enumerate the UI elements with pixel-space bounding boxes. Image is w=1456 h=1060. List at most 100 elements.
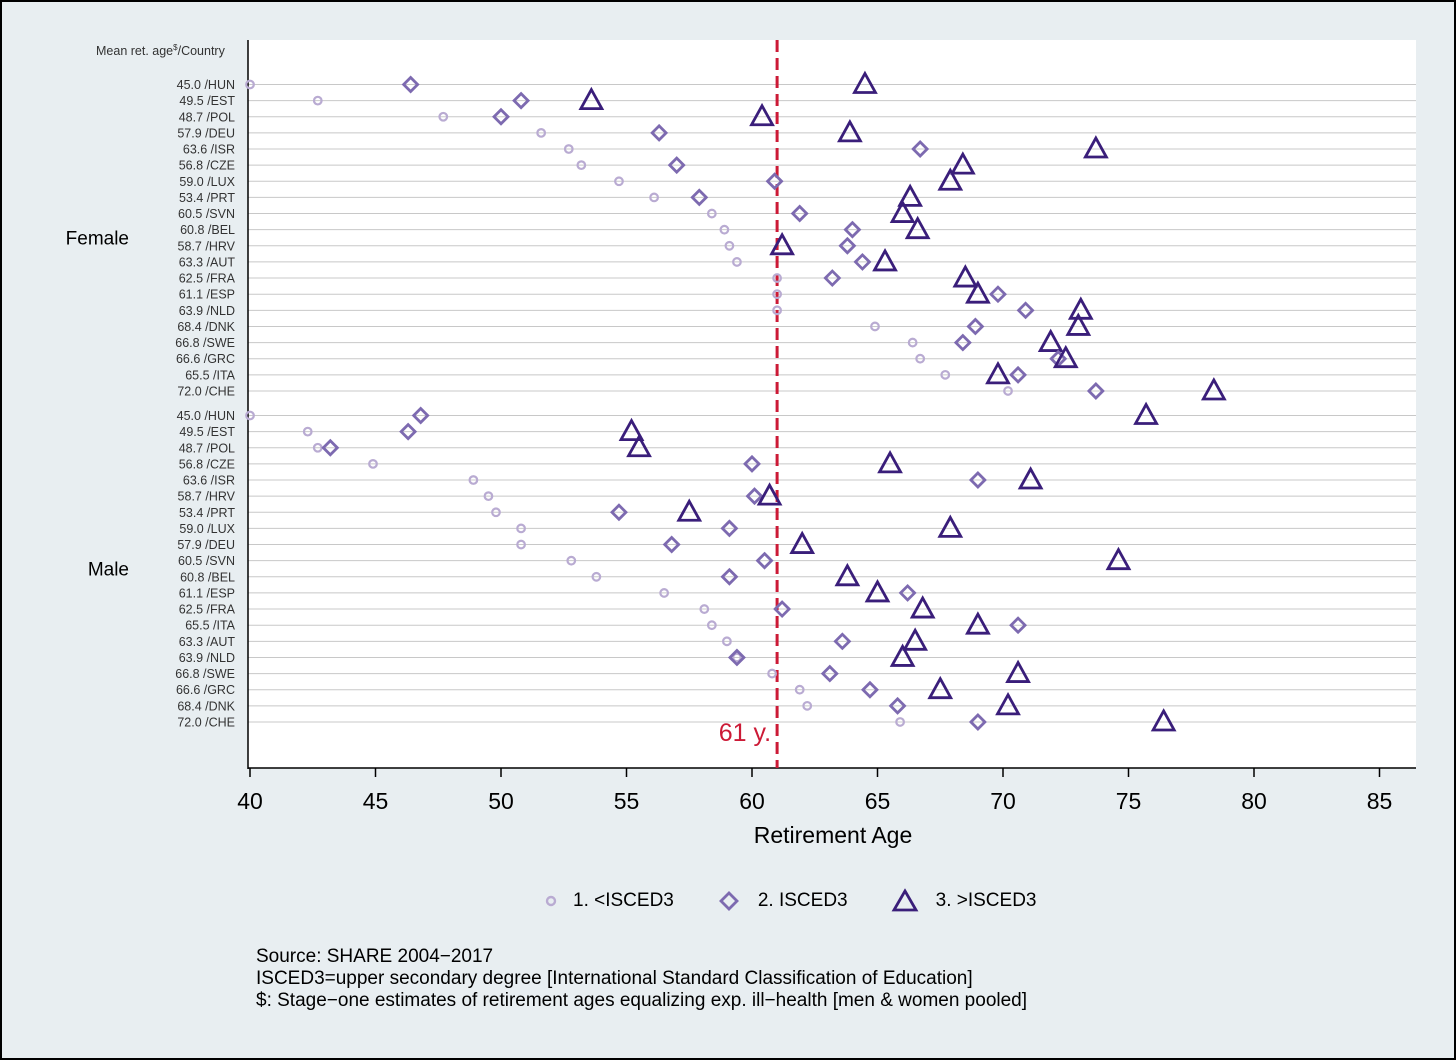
x-tick-label: 80	[1241, 788, 1267, 814]
point-isced-low-female	[706, 208, 717, 219]
point-isced-high-male	[789, 530, 816, 554]
point-isced-high-male	[877, 449, 903, 474]
point-isced-low-male	[483, 491, 494, 502]
row-label-male: 65.5 /ITA	[185, 619, 235, 633]
row-label-female: 57.9 /DEU	[177, 126, 235, 140]
note-isced: ISCED3=upper secondary degree [Internati…	[256, 968, 973, 989]
point-isced-mid-female	[843, 220, 862, 239]
legend-item-low: 1. <ISCED3	[535, 889, 674, 913]
row-label-female: 72.0 /CHE	[177, 384, 235, 398]
row-label-female: 49.5 /EST	[179, 94, 235, 108]
point-isced-low-female	[1003, 386, 1013, 396]
point-isced-high-male	[864, 579, 891, 603]
row-label-male: 68.4 /DNK	[177, 699, 235, 713]
legend-diamond-marker	[718, 891, 739, 911]
legend-label-high: 3. >ISCED3	[935, 890, 1037, 911]
point-isced-low-female	[907, 337, 918, 348]
point-isced-low-male	[245, 410, 255, 421]
point-isced-low-male	[767, 668, 777, 679]
point-isced-mid-female	[1016, 301, 1035, 320]
point-isced-mid-female	[765, 172, 784, 191]
point-isced-low-male	[516, 539, 526, 550]
point-isced-low-female	[772, 289, 782, 300]
point-isced-mid-male	[609, 503, 628, 522]
row-label-female: 62.5 /FRA	[179, 272, 236, 286]
x-tick-label: 45	[363, 788, 389, 814]
point-isced-high-female	[1037, 328, 1064, 352]
point-isced-high-male	[889, 643, 916, 667]
point-isced-low-female	[870, 321, 880, 332]
point-isced-high-female	[1052, 344, 1079, 369]
point-isced-high-male	[676, 498, 703, 522]
row-label-female: 59.0 /LUX	[179, 175, 235, 189]
row-label-female: 65.5 /ITA	[185, 368, 235, 382]
row-label-female: 58.7 /HRV	[178, 239, 236, 253]
row-label-female: 53.4 /PRT	[179, 191, 235, 205]
point-isced-high-female	[952, 264, 979, 288]
row-label-female: 66.8 /SWE	[175, 336, 235, 350]
row-label-male: 56.8 /CZE	[179, 457, 235, 471]
point-isced-high-female	[852, 70, 878, 94]
point-isced-high-male	[937, 514, 964, 538]
point-isced-low-male	[491, 507, 501, 518]
point-isced-mid-male	[755, 551, 774, 570]
axes: Mean ret. age$/Country Retirement Age 40…	[96, 40, 1416, 848]
y-axis-header-superscript: $	[173, 43, 178, 52]
data-points	[245, 70, 1227, 732]
x-tick-label: 60	[739, 788, 765, 814]
row-label-female: 66.6 /GRC	[176, 352, 235, 366]
point-isced-low-male	[794, 684, 805, 695]
point-isced-mid-female	[853, 252, 872, 271]
point-isced-high-female	[769, 231, 795, 256]
point-isced-high-female	[897, 183, 924, 207]
point-isced-mid-male	[1009, 616, 1028, 635]
point-isced-low-female	[772, 305, 782, 316]
point-isced-low-male	[368, 458, 378, 469]
legend: 1. <ISCED3 2. ISCED3 3. >ISCED3	[535, 886, 1076, 916]
row-label-male: 60.8 /BEL	[180, 570, 235, 584]
y-axis-header-suffix: /Country	[178, 44, 226, 58]
legend-circle-marker	[545, 895, 557, 907]
point-isced-mid-male	[720, 519, 739, 538]
note-source: Source: SHARE 2004−2017	[256, 946, 494, 967]
point-isced-high-male	[626, 433, 652, 458]
y-axis-header: Mean ret. age$/Country	[96, 43, 226, 58]
point-isced-low-male	[516, 523, 526, 534]
x-axis-title: Retirement Age	[754, 822, 913, 848]
point-isced-mid-male	[720, 567, 739, 586]
row-label-female: 48.7 /POL	[179, 110, 235, 124]
x-tick-label: 65	[865, 788, 891, 814]
y-axis-header-main: Mean ret. age	[96, 44, 173, 58]
row-labels: Female 45.0 /HUN 49.5 /EST 48.7 /POL 57.9 /D…	[66, 78, 236, 729]
point-isced-high-female	[949, 151, 976, 175]
x-tick-label: 75	[1116, 788, 1142, 814]
point-isced-low-female	[724, 240, 735, 251]
legend-label-low: 1. <ISCED3	[573, 890, 674, 911]
point-isced-mid-female	[838, 236, 857, 255]
point-isced-high-female	[1200, 377, 1227, 401]
point-isced-low-male	[802, 700, 813, 711]
point-isced-low-female	[915, 353, 926, 364]
legend-item-mid: 2. ISCED3	[714, 889, 848, 913]
point-isced-mid-female	[966, 317, 985, 336]
point-isced-high-female	[985, 360, 1011, 385]
point-isced-high-female	[1082, 135, 1109, 159]
point-isced-high-male	[834, 562, 861, 587]
row-label-male: 63.9 /NLD	[179, 651, 235, 665]
point-isced-high-female	[965, 280, 991, 304]
point-isced-high-female	[1065, 312, 1092, 336]
point-isced-mid-male	[321, 438, 340, 457]
point-isced-mid-female	[650, 123, 669, 142]
point-isced-high-male	[909, 595, 936, 619]
point-isced-high-female	[837, 118, 863, 143]
point-isced-high-female	[749, 102, 775, 127]
point-isced-high-male	[1017, 466, 1044, 490]
point-isced-mid-male	[820, 664, 839, 683]
row-label-male: 57.9 /DEU	[177, 538, 235, 552]
point-isced-low-male	[699, 604, 710, 614]
row-label-male: 61.1 /ESP	[179, 586, 235, 600]
point-isced-high-male	[965, 611, 991, 635]
reference-line-label: 61 y.	[719, 719, 771, 747]
point-isced-mid-female	[492, 107, 510, 126]
